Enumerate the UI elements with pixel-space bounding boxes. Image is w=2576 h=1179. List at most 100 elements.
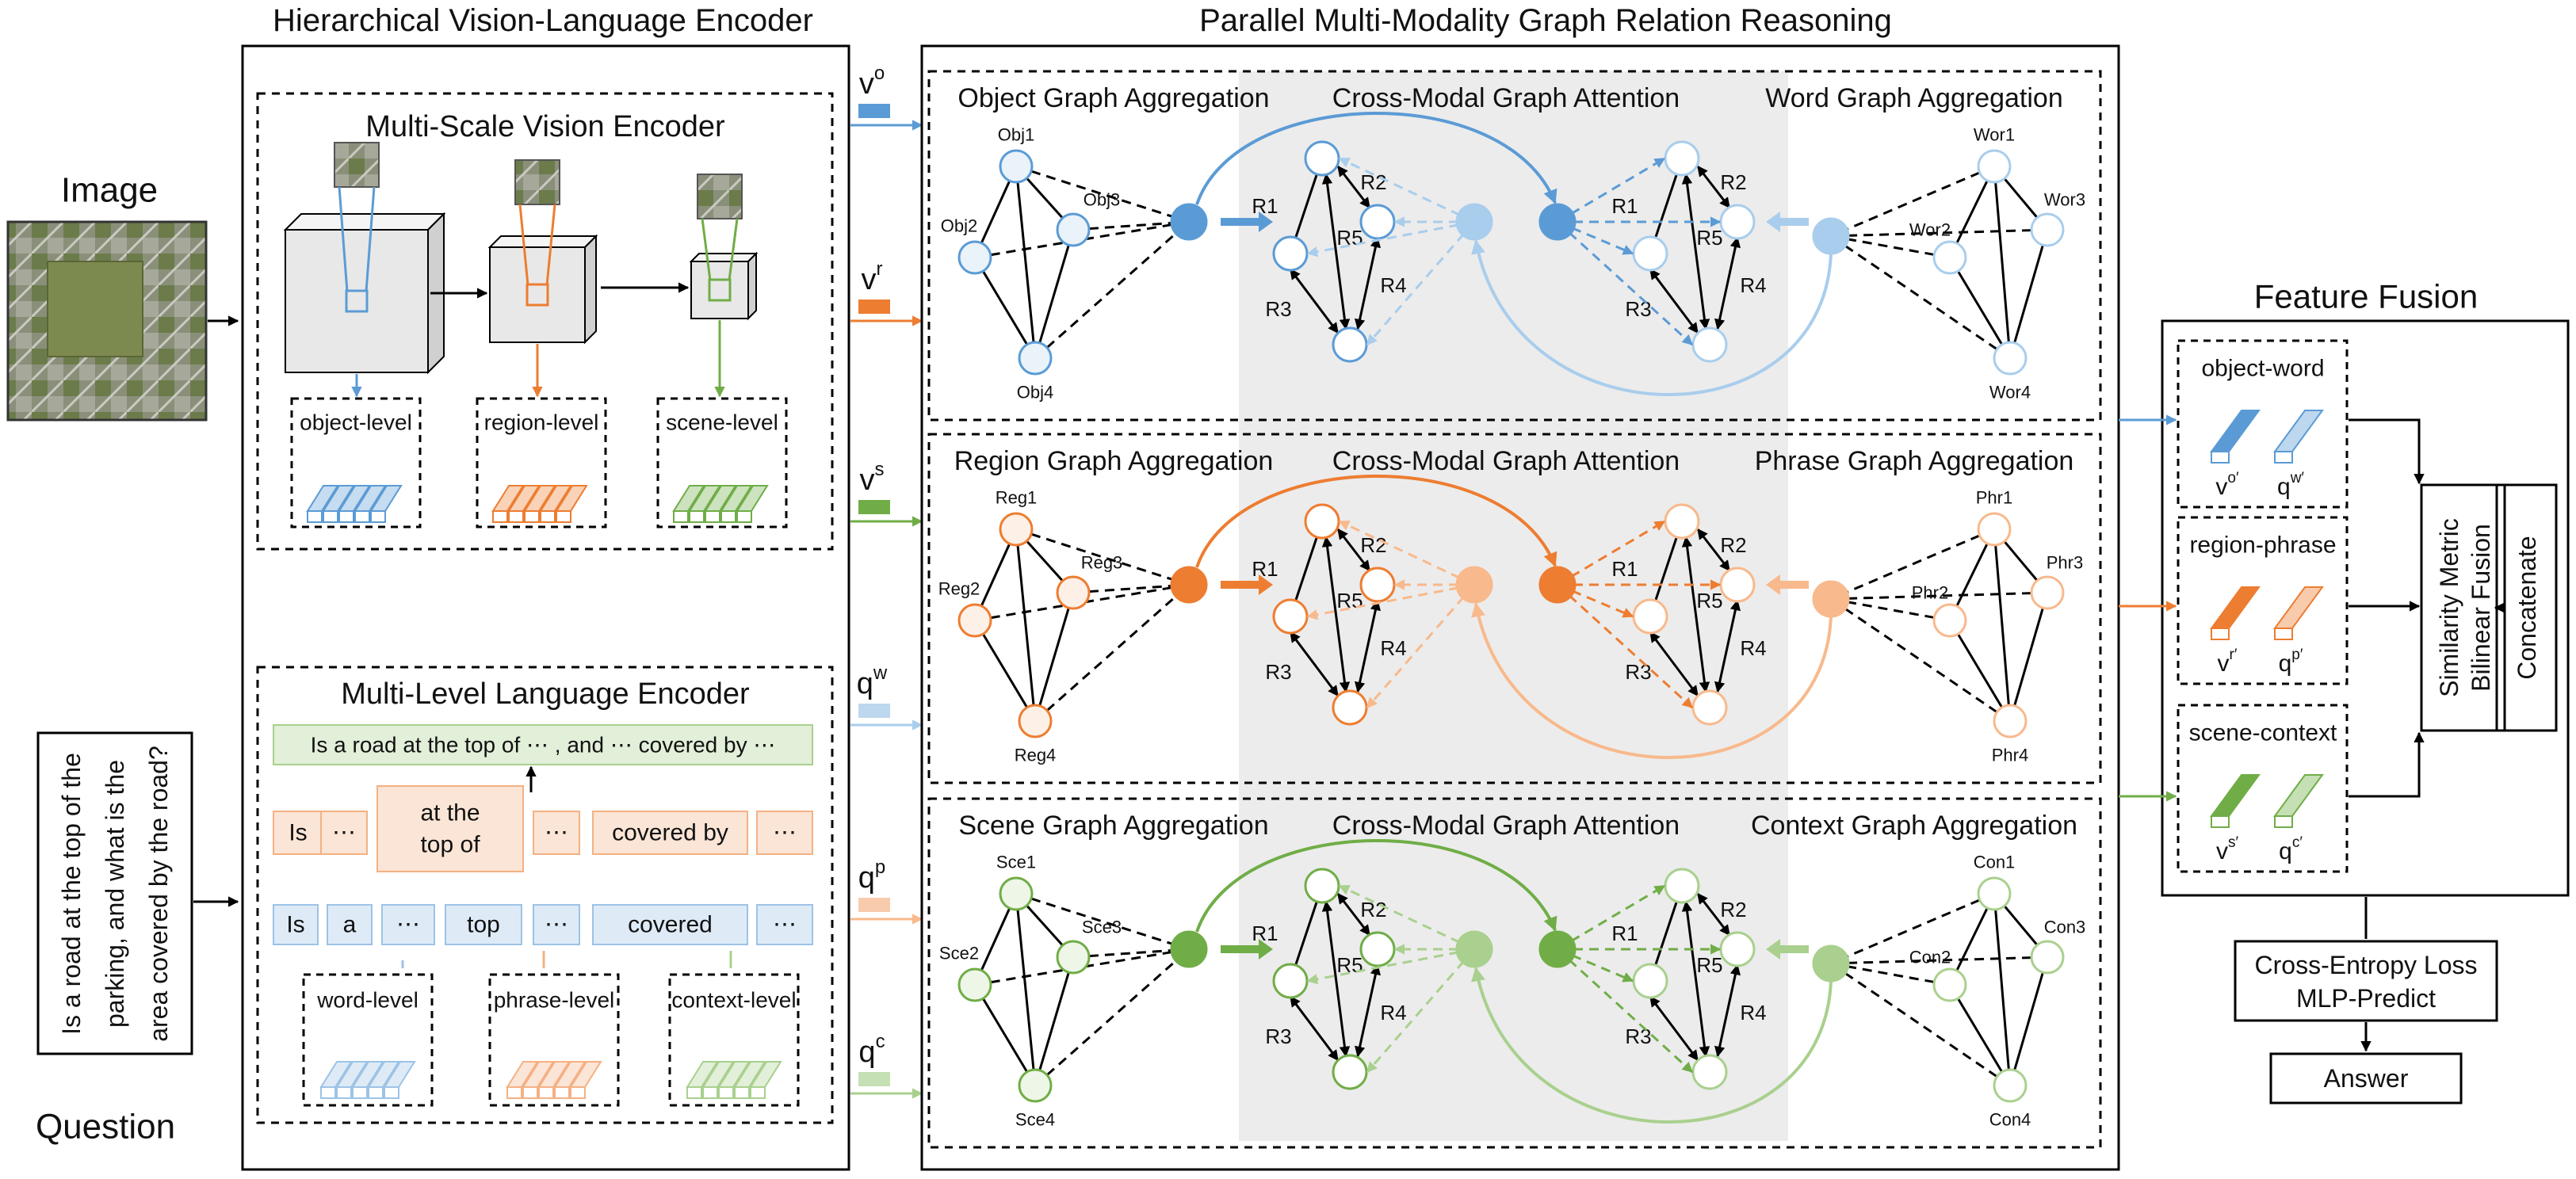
hub-edge <box>1830 962 1951 986</box>
relation-edge <box>1714 963 1741 1058</box>
attention-hub <box>1538 566 1577 604</box>
relation-node <box>1719 567 1756 603</box>
answer-box <box>2269 1052 2463 1105</box>
hub-edge <box>974 583 1190 622</box>
feature-label-qw: qw <box>857 662 888 700</box>
fusion-q-label: qw′ <box>2277 470 2304 500</box>
relation-edge <box>1289 268 1340 334</box>
left-hub-node <box>1170 566 1208 604</box>
left-node <box>999 876 1034 911</box>
similarity-text: Similarity Metric <box>2435 518 2463 697</box>
receptive-cell <box>345 289 369 313</box>
relation-node <box>1304 868 1340 904</box>
left-node-label: Obj3 <box>1084 190 1120 210</box>
hub-edge <box>974 220 1190 259</box>
hub-edge <box>1015 892 1190 951</box>
cube-side <box>584 234 597 345</box>
left-graph-title: Object Graph Aggregation <box>957 83 1269 113</box>
patch-line <box>518 204 529 286</box>
language-slab-front <box>750 1086 766 1099</box>
relation-node <box>1359 931 1396 967</box>
feature-slab-front <box>323 510 338 523</box>
fusion-group-box <box>2177 339 2349 509</box>
attention-edge <box>1557 520 1666 586</box>
language-slab-front <box>718 1086 734 1099</box>
graph-edge <box>1993 166 2012 359</box>
attention-edge <box>1556 948 1694 1074</box>
feature-label-vo: vo <box>859 63 885 101</box>
level-label: scene-level <box>666 410 778 435</box>
relation-node <box>1664 503 1700 540</box>
word-token-box <box>327 904 373 945</box>
right-node-label: Phr3 <box>2047 553 2083 573</box>
relation-label: R5 <box>1696 953 1722 977</box>
question-box <box>36 731 193 1055</box>
loss-box <box>2234 940 2498 1022</box>
attention-edge <box>1338 157 1475 223</box>
level-label: object-level <box>300 410 412 435</box>
relation-label: R2 <box>1720 533 1746 557</box>
hub-edge <box>1830 165 1995 238</box>
word-token: a <box>343 912 357 938</box>
right-node-label: Phr4 <box>1992 746 2028 765</box>
word-token-box <box>756 904 813 945</box>
language-encoder-title: Multi-Level Language Encoder <box>341 677 750 711</box>
phrase-token-box <box>320 811 368 855</box>
block-arrow-head <box>1259 212 1273 232</box>
language-level-box <box>668 973 800 1107</box>
relation-label: R3 <box>1265 297 1291 321</box>
feature-label-vr: vr <box>862 258 883 296</box>
sentence-text: Is a road at the top of ⋯ , and ⋯ covere… <box>311 733 776 757</box>
fusion-feature-bar <box>2210 586 2261 629</box>
relation-node <box>1664 868 1700 904</box>
attention-hub <box>1538 930 1577 968</box>
right-node-label: Wor4 <box>1989 383 2031 403</box>
relation-edge <box>1321 536 1351 693</box>
feature-label-qc: qc <box>858 1031 885 1069</box>
language-level-label: word-level <box>316 988 419 1013</box>
left-hub-node <box>1170 930 1208 968</box>
relation-label: R3 <box>1625 1024 1651 1048</box>
relation-node <box>1632 598 1668 635</box>
phrase-token-box <box>533 811 580 855</box>
fusion-feature-bar-front <box>2211 628 2230 640</box>
fusion-group-box <box>2177 704 2349 873</box>
relation-node <box>1332 689 1368 726</box>
feature-slab-front <box>354 510 370 523</box>
graph-edge <box>1015 166 1037 359</box>
relation-label: R3 <box>1625 297 1651 321</box>
left-node <box>1018 341 1053 376</box>
cube-side <box>747 251 757 321</box>
fusion-feature-bar-front <box>2211 451 2230 464</box>
patch-line <box>545 204 556 286</box>
hub-edge <box>1034 583 1190 723</box>
fusion-v-label: vs′ <box>2216 834 2239 864</box>
relation-node <box>1304 503 1340 540</box>
graph-edge <box>2008 229 2049 359</box>
relation-label: R1 <box>1252 921 1278 945</box>
reasoning-row-0: Object Graph Aggregation Cross-Modal Grap… <box>927 70 2102 422</box>
fusion-feature-bar <box>2273 586 2324 629</box>
relation-label: R5 <box>1696 226 1722 250</box>
relation-label: R4 <box>1380 1001 1406 1024</box>
relation-node <box>1691 326 1728 363</box>
language-encoder-box <box>256 666 834 1124</box>
relation-label: R4 <box>1380 636 1406 660</box>
right-node <box>2030 940 2065 975</box>
right-hub-node <box>1812 217 1850 255</box>
block-arrow-head <box>1259 574 1273 595</box>
answer-text: Answer <box>2324 1064 2409 1093</box>
attention-edge <box>1306 948 1475 985</box>
hub-edge <box>974 948 1190 986</box>
left-node <box>1018 704 1053 738</box>
right-node-label: Wor2 <box>1909 220 1951 240</box>
language-slab-front <box>352 1086 368 1099</box>
relation-node <box>1632 963 1668 999</box>
attention-edge <box>1366 948 1476 1074</box>
right-node-label: Con2 <box>1909 948 1951 967</box>
relation-label: R4 <box>1740 636 1766 660</box>
receptive-cell <box>526 283 549 307</box>
cube-front <box>690 261 749 319</box>
relation-label: R5 <box>1336 226 1363 250</box>
right-graph-title: Context Graph Aggregation <box>1751 811 2077 841</box>
